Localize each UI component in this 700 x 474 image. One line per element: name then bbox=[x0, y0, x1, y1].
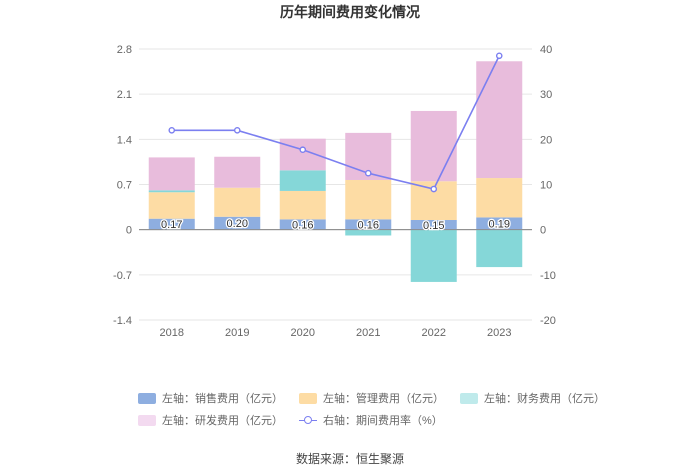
bar-data-label: 0.19 bbox=[489, 219, 510, 231]
legend-swatch-rd bbox=[138, 414, 156, 426]
x-axis-tick-label: 2019 bbox=[225, 327, 249, 339]
expense-ratio-point bbox=[168, 127, 176, 134]
x-axis-tick-label: 2021 bbox=[356, 327, 380, 339]
right-axis-tick-label: 10 bbox=[540, 180, 552, 192]
bar-segment-2 bbox=[279, 190, 326, 220]
legend-item-sales[interactable]: 左轴：销售费用（亿元） bbox=[138, 390, 283, 406]
legend-label-ratio: 右轴：期间费用率（%） bbox=[323, 415, 443, 427]
expense-ratio-point bbox=[364, 169, 372, 177]
legend-item-admin[interactable]: 左轴：管理费用（亿元） bbox=[299, 390, 444, 406]
bar-segment-1 bbox=[345, 219, 392, 230]
x-axis-tick-label: 2022 bbox=[422, 327, 446, 339]
left-axis-tick-label: 0.7 bbox=[117, 180, 132, 192]
right-axis-tick-label: 0 bbox=[540, 225, 546, 237]
expense-ratio-point bbox=[233, 127, 241, 134]
left-axis-tick-label: 2.8 bbox=[117, 44, 132, 56]
bar-segment-2 bbox=[476, 178, 523, 218]
bar-segment-1 bbox=[148, 218, 195, 230]
bar-segment-3 bbox=[476, 229, 523, 268]
bar-segment-2 bbox=[214, 187, 261, 217]
bar-segment-1 bbox=[410, 219, 457, 230]
legend-label-finance: 左轴：财务费用（亿元） bbox=[484, 393, 605, 405]
bar-segment-3 bbox=[345, 229, 392, 236]
bar-segment-4 bbox=[148, 157, 195, 191]
legend-swatch-admin bbox=[299, 392, 317, 404]
bar-segment-2 bbox=[345, 179, 392, 220]
left-axis-tick-label: 1.4 bbox=[117, 134, 132, 146]
chart-legend: 左轴：销售费用（亿元） 左轴：管理费用（亿元） 左轴：财务费用（亿元） 左轴：研… bbox=[138, 387, 605, 431]
legend-swatch-finance bbox=[460, 392, 478, 404]
legend-item-ratio[interactable]: 右轴：期间费用率（%） bbox=[299, 412, 443, 428]
bar-segment-4 bbox=[214, 156, 261, 188]
x-axis-tick-label: 2023 bbox=[487, 327, 511, 339]
legend-item-finance[interactable]: 左轴：财务费用（亿元） bbox=[460, 390, 605, 406]
bar-data-label: 0.15 bbox=[423, 220, 444, 232]
bar-segment-1 bbox=[279, 219, 326, 230]
bar-segment-4 bbox=[410, 110, 457, 182]
bar-segment-1 bbox=[214, 216, 261, 230]
bar-segment-2 bbox=[148, 192, 195, 219]
legend-swatch-sales bbox=[138, 392, 156, 404]
left-axis-tick-label: 0 bbox=[126, 225, 132, 237]
right-axis-tick-label: 40 bbox=[540, 44, 552, 56]
bar-segment-3 bbox=[410, 229, 457, 282]
expense-ratio-line bbox=[171, 55, 500, 190]
x-axis-tick-label: 2018 bbox=[160, 327, 184, 339]
bar-data-label: 0.17 bbox=[161, 219, 182, 231]
bar-segment-4 bbox=[476, 61, 523, 179]
bar-segment-3 bbox=[148, 190, 195, 193]
bar-data-label: 0.16 bbox=[292, 220, 313, 232]
bar-data-label: 0.16 bbox=[358, 220, 379, 232]
legend-label-rd: 左轴：研发费用（亿元） bbox=[162, 415, 283, 427]
left-axis-tick-label: -0.7 bbox=[113, 270, 132, 282]
left-axis-tick-label: 2.1 bbox=[117, 89, 132, 101]
expense-ratio-point bbox=[495, 52, 503, 60]
right-axis-tick-label: 20 bbox=[540, 134, 552, 146]
right-axis-tick-label: 30 bbox=[540, 89, 552, 101]
left-axis-tick-label: -1.4 bbox=[113, 315, 132, 327]
data-source: 数据来源：恒生聚源 bbox=[295, 452, 404, 466]
x-axis-tick-label: 2020 bbox=[291, 327, 315, 339]
bar-segment-4 bbox=[279, 138, 326, 171]
chart-title: 历年期间费用变化情况 bbox=[280, 4, 420, 20]
legend-label-admin: 左轴：管理费用（亿元） bbox=[323, 393, 444, 405]
bar-segment-1 bbox=[476, 217, 523, 230]
right-axis-tick-label: -10 bbox=[540, 270, 556, 282]
right-axis-tick-label: -20 bbox=[540, 315, 556, 327]
bar-segment-3 bbox=[279, 170, 326, 191]
expense-ratio-point bbox=[299, 146, 307, 154]
expense-ratio-point bbox=[430, 185, 438, 193]
legend-item-rd[interactable]: 左轴：研发费用（亿元） bbox=[138, 412, 283, 428]
bar-data-label: 0.20 bbox=[227, 218, 248, 230]
legend-line-ratio-icon bbox=[299, 415, 317, 426]
legend-label-sales: 左轴：销售费用（亿元） bbox=[162, 393, 283, 405]
